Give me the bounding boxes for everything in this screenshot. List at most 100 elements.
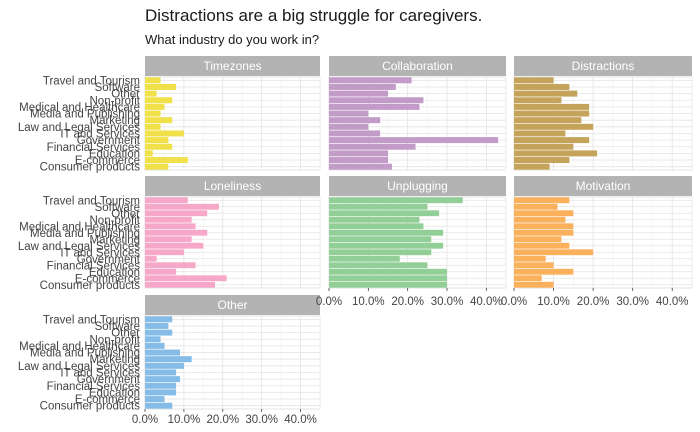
bar-distractions-8 bbox=[514, 130, 566, 137]
bar-loneliness-12 bbox=[145, 275, 227, 282]
y-tick-label: Other bbox=[111, 89, 140, 101]
y-tick-label: E-commerce bbox=[75, 273, 140, 285]
facet-label-1: Collaboration bbox=[382, 59, 453, 73]
bar-unplugging-9 bbox=[329, 255, 400, 262]
bar-distractions-10 bbox=[514, 143, 574, 150]
x-tick-label: 40.0% bbox=[656, 296, 689, 308]
bar-loneliness-0 bbox=[145, 197, 188, 204]
bar-motivation-12 bbox=[514, 275, 542, 282]
bar-distractions-1 bbox=[514, 83, 570, 90]
facet-label-4: Unplugging bbox=[387, 179, 448, 193]
x-tick-label: 30.0% bbox=[245, 414, 278, 426]
y-tick-label: Marketing bbox=[90, 115, 141, 127]
bar-timezones-1 bbox=[145, 83, 177, 90]
facet-strip-4 bbox=[329, 176, 506, 196]
y-tick-label: Travel and Tourism bbox=[43, 195, 140, 207]
facet-label-3: Loneliness bbox=[204, 179, 261, 193]
bar-distractions-6 bbox=[514, 117, 582, 124]
bar-loneliness-9 bbox=[145, 255, 157, 262]
bar-collaboration-7 bbox=[329, 123, 369, 130]
y-tick-label: Media and Publishing bbox=[30, 348, 140, 360]
bar-collaboration-3 bbox=[329, 97, 424, 104]
bar-loneliness-3 bbox=[145, 216, 192, 223]
bar-loneliness-7 bbox=[145, 242, 204, 249]
facet-label-6: Other bbox=[217, 298, 247, 312]
y-tick-label: Government bbox=[77, 374, 141, 386]
bar-unplugging-0 bbox=[329, 197, 463, 204]
bar-timezones-7 bbox=[145, 123, 161, 130]
y-tick-label: Medical and Healthcare bbox=[19, 341, 140, 353]
y-tick-label: E-commerce bbox=[75, 394, 140, 406]
y-tick-label: Consumer products bbox=[40, 280, 141, 292]
y-tick-label: Non-profit bbox=[90, 95, 141, 107]
bar-collaboration-13 bbox=[329, 163, 392, 170]
bar-collaboration-2 bbox=[329, 90, 388, 97]
bar-timezones-6 bbox=[145, 117, 173, 124]
bar-collaboration-9 bbox=[329, 137, 499, 144]
bar-other-4 bbox=[145, 342, 165, 349]
bar-collaboration-4 bbox=[329, 103, 420, 110]
bar-distractions-9 bbox=[514, 137, 590, 144]
bar-timezones-13 bbox=[145, 163, 169, 170]
bar-distractions-7 bbox=[514, 123, 594, 130]
y-tick-label: Government bbox=[77, 135, 141, 147]
bar-timezones-3 bbox=[145, 97, 173, 104]
bar-other-11 bbox=[145, 389, 177, 396]
bar-collaboration-5 bbox=[329, 110, 369, 117]
x-tick-label: 10.0% bbox=[537, 296, 570, 308]
bar-unplugging-2 bbox=[329, 210, 440, 217]
bar-other-6 bbox=[145, 356, 192, 363]
x-tick-label: 20.0% bbox=[577, 296, 610, 308]
y-tick-label: Education bbox=[89, 267, 140, 279]
bar-collaboration-12 bbox=[329, 157, 388, 164]
facet-strip-3 bbox=[145, 176, 320, 196]
bar-unplugging-11 bbox=[329, 268, 447, 275]
bar-loneliness-4 bbox=[145, 223, 196, 230]
bar-unplugging-4 bbox=[329, 223, 424, 230]
bar-unplugging-1 bbox=[329, 203, 428, 210]
bar-distractions-4 bbox=[514, 103, 590, 110]
y-tick-label: Media and Publishing bbox=[30, 228, 140, 240]
bar-timezones-4 bbox=[145, 103, 165, 110]
y-tick-label: IT and Services bbox=[60, 247, 140, 259]
bar-other-0 bbox=[145, 316, 173, 323]
bar-motivation-3 bbox=[514, 216, 566, 223]
bar-collaboration-11 bbox=[329, 150, 388, 157]
x-tick-label: 0.0% bbox=[501, 296, 527, 308]
x-tick-label: 0.0% bbox=[316, 296, 342, 308]
bar-loneliness-2 bbox=[145, 210, 208, 217]
facet-strip-5 bbox=[514, 176, 692, 196]
y-tick-label: Other bbox=[111, 208, 140, 220]
bar-motivation-8 bbox=[514, 249, 594, 256]
bar-other-1 bbox=[145, 322, 169, 329]
bar-timezones-12 bbox=[145, 157, 188, 164]
facet-strip-1 bbox=[329, 56, 506, 76]
bar-collaboration-0 bbox=[329, 77, 412, 84]
bar-timezones-5 bbox=[145, 110, 161, 117]
bar-other-7 bbox=[145, 362, 184, 369]
y-tick-label: Software bbox=[95, 82, 140, 94]
y-tick-label: Other bbox=[111, 328, 140, 340]
bar-unplugging-6 bbox=[329, 236, 432, 243]
bar-distractions-12 bbox=[514, 157, 570, 164]
bar-unplugging-13 bbox=[329, 281, 447, 288]
y-tick-label: Marketing bbox=[90, 354, 141, 366]
y-tick-label: IT and Services bbox=[60, 367, 140, 379]
bar-collaboration-6 bbox=[329, 117, 381, 124]
bar-motivation-6 bbox=[514, 236, 562, 243]
y-tick-label: Education bbox=[89, 148, 140, 160]
y-tick-label: Financial Services bbox=[47, 381, 141, 393]
facet-label-2: Distractions bbox=[572, 59, 635, 73]
bar-unplugging-10 bbox=[329, 262, 428, 269]
bar-other-10 bbox=[145, 382, 177, 389]
x-tick-label: 30.0% bbox=[616, 296, 649, 308]
bar-loneliness-10 bbox=[145, 262, 196, 269]
bar-timezones-11 bbox=[145, 150, 153, 157]
x-tick-label: 10.0% bbox=[168, 414, 201, 426]
y-tick-label: Marketing bbox=[90, 234, 141, 246]
bar-loneliness-11 bbox=[145, 268, 177, 275]
bar-other-12 bbox=[145, 396, 165, 403]
bar-other-5 bbox=[145, 349, 180, 356]
y-tick-label: Non-profit bbox=[90, 215, 141, 227]
